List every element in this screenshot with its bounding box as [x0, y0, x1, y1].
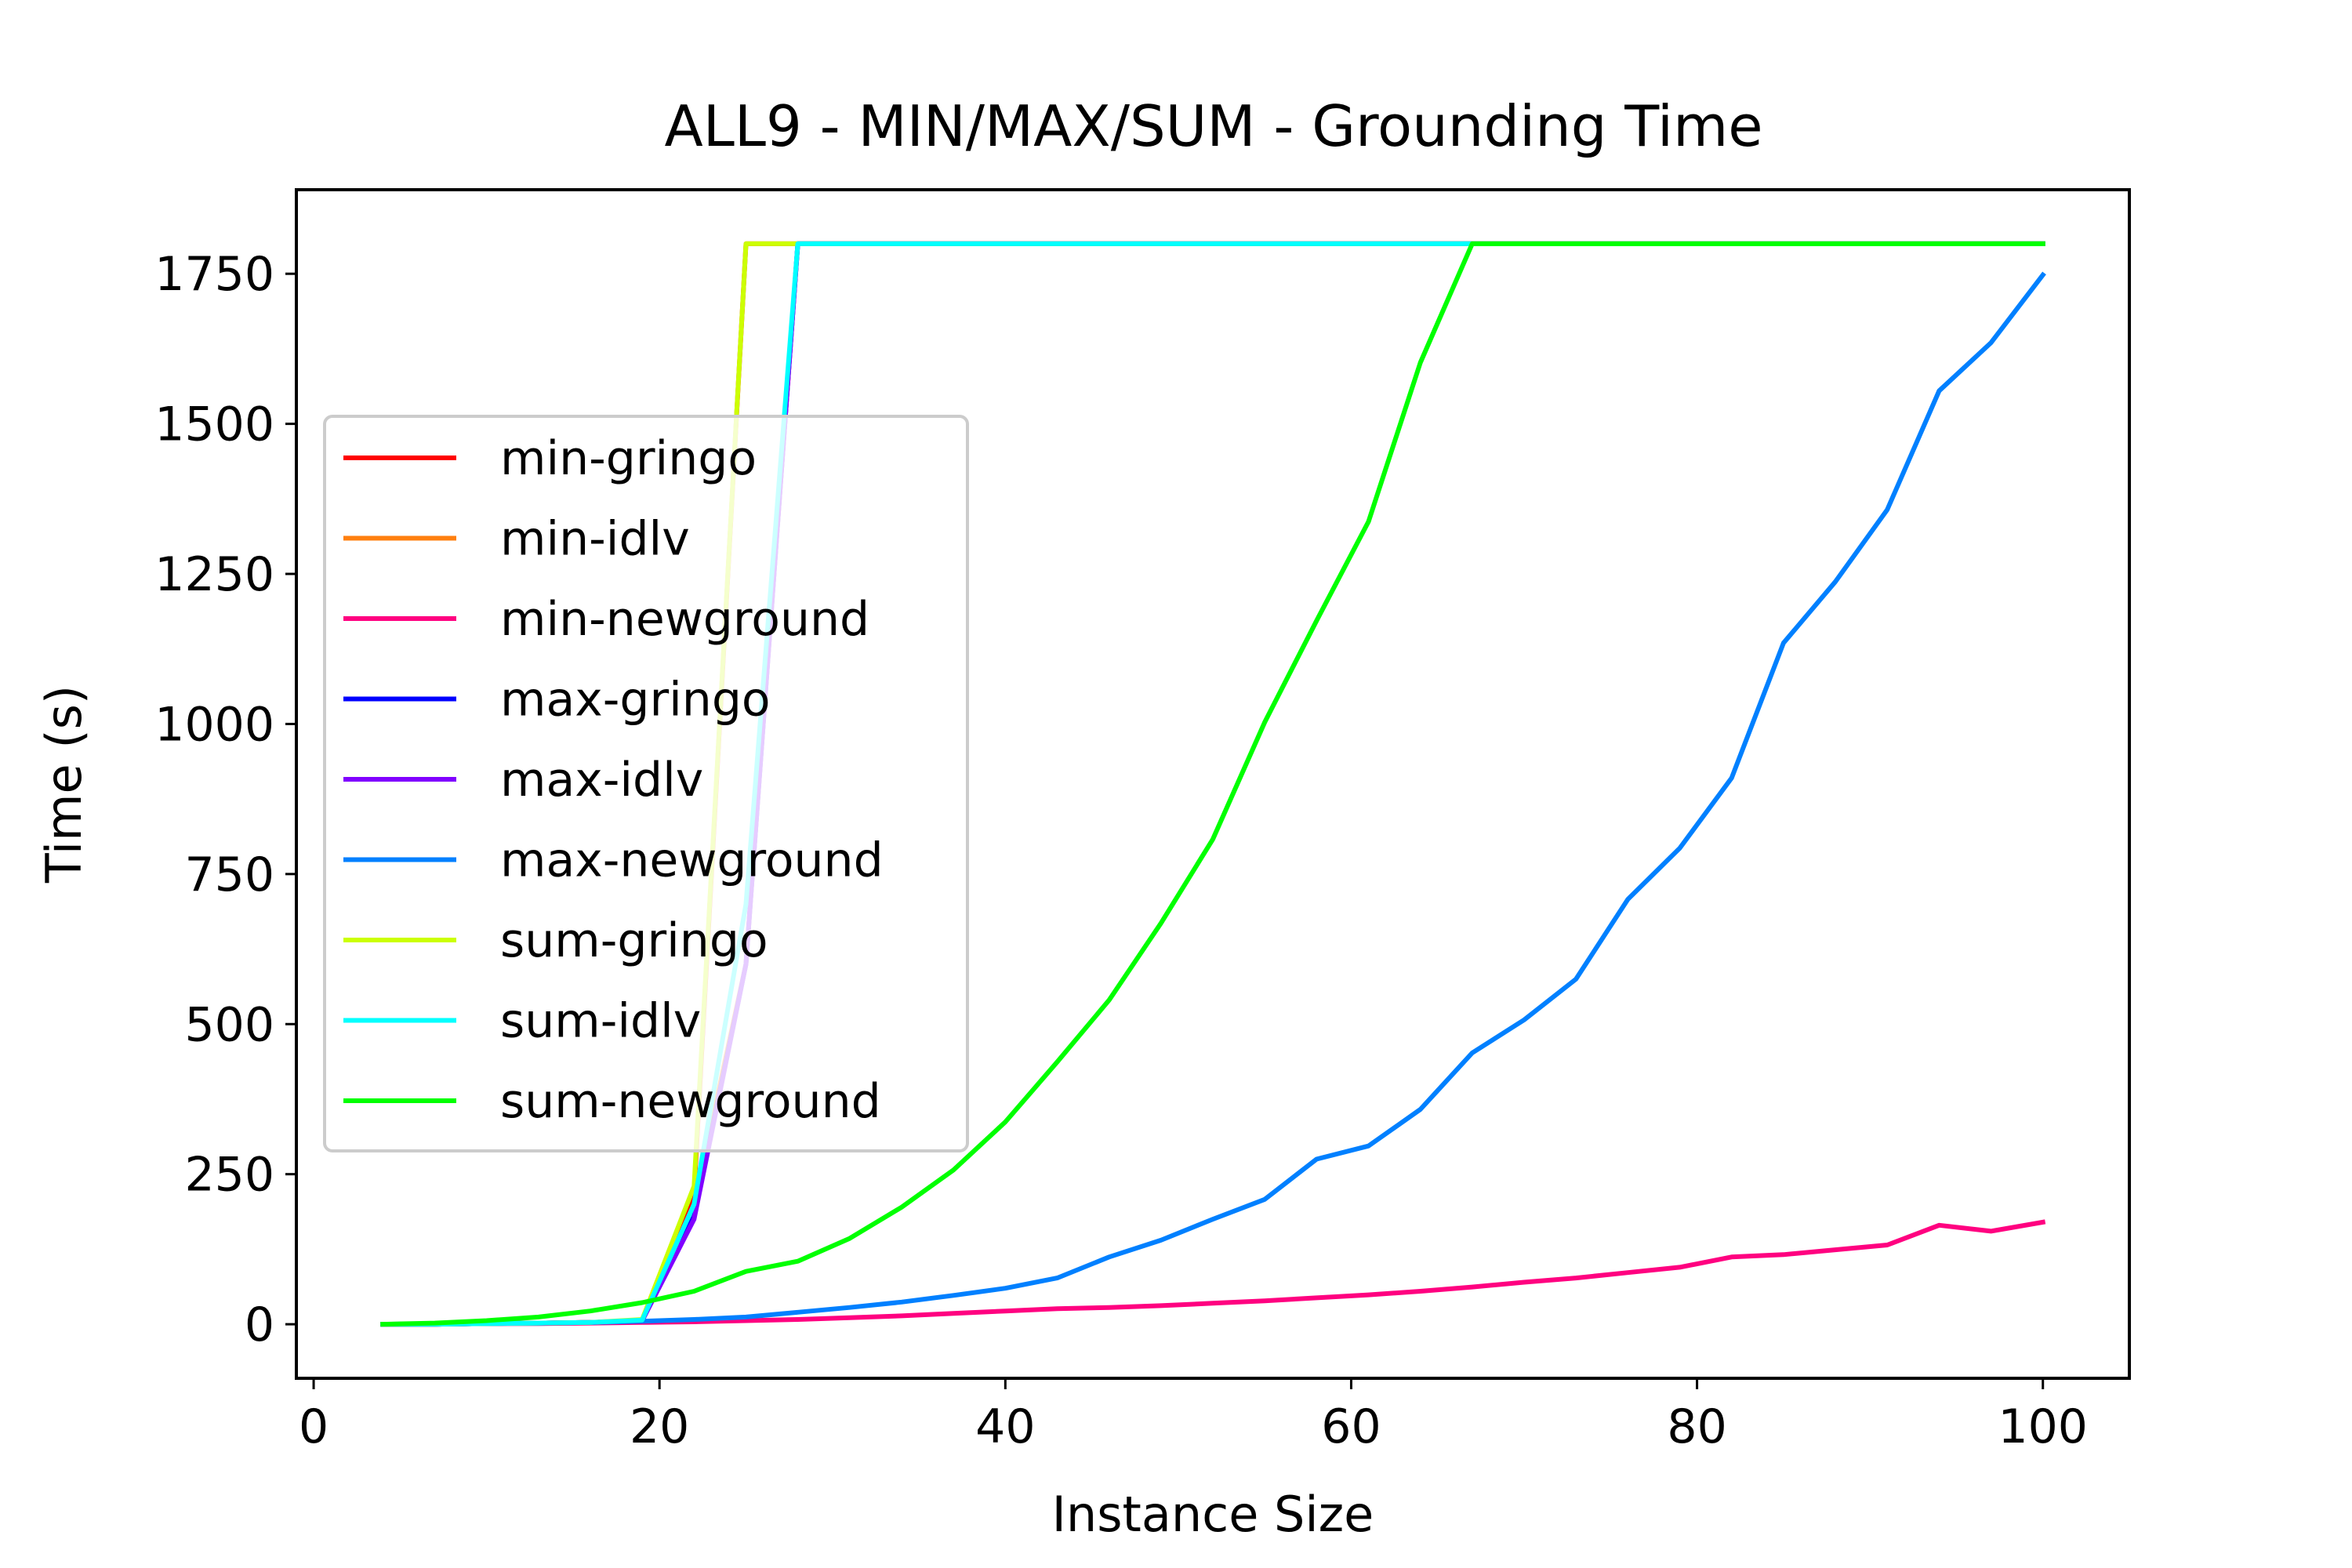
x-tick-label: 60	[1321, 1399, 1381, 1454]
legend-label-sum-idlv: sum-idlv	[500, 994, 701, 1049]
legend-label-min-newground: min-newground	[500, 592, 869, 647]
legend-label-max-newground: max-newground	[500, 833, 884, 888]
legend-label-max-idlv: max-idlv	[500, 753, 703, 808]
x-tick-label: 40	[975, 1399, 1035, 1454]
y-tick-label: 1250	[154, 547, 274, 602]
y-tick-label: 500	[184, 997, 274, 1052]
legend-label-min-idlv: min-idlv	[500, 512, 690, 567]
legend-label-sum-gringo: sum-gringo	[500, 913, 768, 968]
legend: min-gringo min-idlv min-newground max-gring…	[323, 415, 969, 1152]
x-tick-label: 100	[1998, 1399, 2088, 1454]
legend-entries: min-gringo min-idlv min-newground max-gring…	[343, 431, 884, 1129]
y-axis-ticks: 0 250 500 750 1000 1250 1500 1750	[154, 247, 296, 1352]
y-tick-label: 0	[245, 1298, 274, 1352]
x-tick-label: 0	[299, 1399, 328, 1454]
y-tick-label: 1000	[154, 697, 274, 752]
y-tick-label: 1750	[154, 247, 274, 302]
plot-frame	[295, 188, 2131, 1380]
legend-label-min-gringo: min-gringo	[500, 431, 757, 486]
x-tick-label: 20	[630, 1399, 689, 1454]
x-tick-label: 80	[1667, 1399, 1726, 1454]
y-tick-label: 250	[184, 1148, 274, 1203]
chart-title: ALL9 - MIN/MAX/SUM - Grounding Time	[664, 93, 1762, 159]
x-axis-label: Instance Size	[1052, 1486, 1374, 1543]
legend-box	[323, 415, 969, 1152]
y-axis-label: Time (s)	[35, 685, 93, 884]
y-tick-label: 750	[184, 848, 274, 902]
y-tick-label: 1500	[154, 397, 274, 452]
series-line-max-newground	[380, 271, 2046, 1327]
legend-label-sum-newground: sum-newground	[500, 1074, 881, 1129]
series-line-sum-newground	[380, 241, 2045, 1327]
x-axis-ticks: 0 20 40 60 80 100	[299, 1378, 2088, 1454]
legend-label-max-gringo: max-gringo	[500, 673, 771, 728]
plot-series	[380, 241, 2046, 1327]
